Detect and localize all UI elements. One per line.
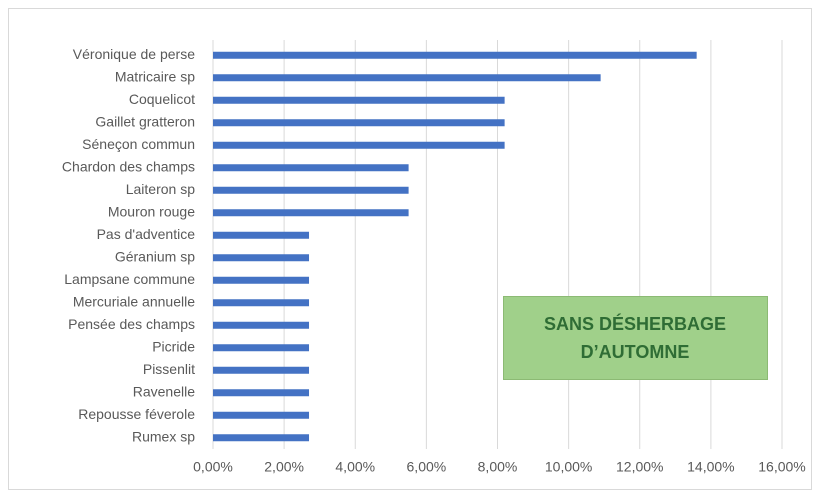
bar <box>213 321 310 329</box>
bar <box>213 254 310 262</box>
y-tick-label: Mercuriale annuelle <box>73 293 195 309</box>
bar <box>213 74 601 82</box>
y-tick-label: Pensée des champs <box>68 316 195 332</box>
bar <box>213 186 409 194</box>
annotation: D’AUTOMNE <box>581 342 690 362</box>
y-tick-label: Picride <box>152 338 195 354</box>
bar <box>213 209 409 217</box>
x-tick-label: 4,00% <box>335 459 375 475</box>
bar <box>213 411 310 419</box>
x-tick-label: 16,00% <box>758 459 805 475</box>
y-tick-label: Pissenlit <box>143 361 195 377</box>
x-tick-label: 12,00% <box>616 459 663 475</box>
y-tick-label: Mouron rouge <box>108 203 195 219</box>
bar <box>213 299 310 307</box>
bar <box>213 389 310 397</box>
y-tick-label: Chardon des champs <box>62 158 195 174</box>
y-tick-label: Pas d'adventice <box>97 226 196 242</box>
y-tick-label: Coquelicot <box>129 91 195 107</box>
x-tick-label: 14,00% <box>687 459 734 475</box>
annotation: SANS DÉSHERBAGE <box>544 313 726 334</box>
bar <box>213 51 697 59</box>
x-tick-label: 0,00% <box>193 459 233 475</box>
y-tick-label: Ravenelle <box>133 383 195 399</box>
y-tick-label: Lampsane commune <box>64 271 195 287</box>
bar <box>213 141 505 149</box>
bar <box>213 231 310 239</box>
y-tick-label: Séneçon commun <box>82 136 195 152</box>
x-tick-label: 10,00% <box>545 459 592 475</box>
bar <box>213 96 505 104</box>
chart-border <box>8 8 812 490</box>
bar <box>213 366 310 374</box>
y-tick-label: Géranium sp <box>115 248 195 264</box>
bar <box>213 344 310 352</box>
y-tick-label: Laiteron sp <box>126 181 195 197</box>
x-tick-label: 2,00% <box>264 459 304 475</box>
bar <box>213 434 310 442</box>
y-tick-label: Matricaire sp <box>115 68 195 84</box>
y-tick-label: Gaillet gratteron <box>95 113 195 129</box>
x-tick-label: 6,00% <box>407 459 447 475</box>
y-tick-label: Repousse féverole <box>78 406 195 422</box>
bar <box>213 119 505 127</box>
y-tick-label: Rumex sp <box>132 428 195 444</box>
x-tick-label: 8,00% <box>478 459 518 475</box>
bar <box>213 276 310 284</box>
annotation-box <box>503 296 768 380</box>
bar <box>213 164 409 172</box>
y-tick-label: Véronique de perse <box>73 46 195 62</box>
